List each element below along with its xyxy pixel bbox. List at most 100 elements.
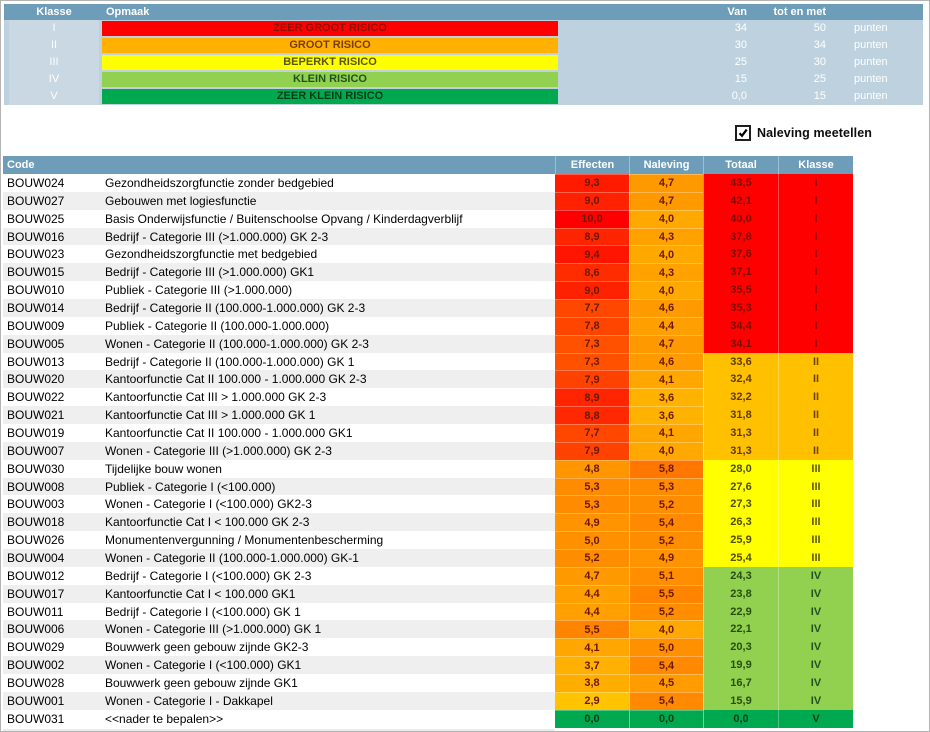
cell-naleving: 5,4 [629,691,703,710]
table-row: BOUW005 Wonen - Categorie II (100.000-1.… [3,334,853,353]
cell-klasse: III [778,495,853,514]
legend-unit-label: punten [854,22,888,34]
cell-effecten: 9,4 [555,245,629,264]
cell-code: BOUW013 [7,354,65,369]
cell-klasse: IV [778,656,853,675]
cell-code: BOUW007 [3,441,101,460]
legend-header-klasse: Klasse [36,6,72,18]
cell-effecten: 5,3 [555,477,629,496]
cell-naleving: 3,6 [629,388,703,407]
cell-code: BOUW031 [7,711,65,726]
cell-naleving: 5,5 [629,584,703,603]
cell-klasse: IV [778,602,853,621]
cell-effecten: 8,9 [555,388,629,407]
column-header-naleving: Naleving [629,156,703,174]
cell-effecten: 7,7 [555,424,629,442]
cell-klasse: IV [778,674,853,692]
cell-totaal: 34,1 [703,334,778,353]
cell-totaal: 35,3 [703,299,778,317]
cell-code: BOUW026 [7,533,65,548]
cell-klasse: I [778,209,853,228]
cell-klasse: III [778,459,853,478]
cell-code: BOUW025 [7,211,65,226]
cell-naleving: 0,0 [629,709,703,728]
table-row: BOUW009 Publiek - Categorie II (100.000-… [3,316,853,335]
cell-code: BOUW012 [7,568,65,583]
table-row: BOUW017 Kantoorfunctie Cat I < 100.000 G… [3,584,853,603]
cell-totaal: 20,3 [703,638,778,657]
cell-description: Monumentenvergunning / Monumentenbescher… [105,533,384,548]
legend-unit-label: punten [854,73,888,85]
next-row-stripe [3,728,555,731]
table-row: BOUW001 Wonen - Categorie I - Dakkapel 2… [3,691,853,710]
cell-code: BOUW022 [7,390,65,405]
column-header-code: Code [7,159,35,171]
table-row: BOUW029 Bouwwerk geen gebouw zijnde GK2-… [3,638,853,657]
table-row: BOUW003 Wonen - Categorie I (<100.000) G… [3,495,853,514]
cell-effecten: 4,4 [555,602,629,621]
naleving-checkbox[interactable] [735,125,751,141]
cell-klasse: IV [778,584,853,603]
table-row: BOUW020 Kantoorfunctie Cat II 100.000 - … [3,370,853,389]
table-row: BOUW013 Bedrijf - Categorie II (100.000-… [3,352,853,371]
cell-description: Wonen - Categorie II (100.000-1.000.000)… [101,334,555,353]
cell-totaal: 42,1 [703,191,778,210]
cell-totaal: 15,9 [703,691,778,710]
cell-klasse: II [778,406,853,425]
cell-klasse: II [778,370,853,389]
cell-naleving: 4,0 [629,620,703,639]
legend-risk-bar: BEPERKT RISICO [102,55,558,70]
cell-code: BOUW030 [7,461,65,476]
legend-header-opmaak: Opmaak [106,6,150,18]
legend-klasse-value: V [9,88,99,105]
table-row: BOUW022 Kantoorfunctie Cat III > 1.000.0… [3,388,853,407]
table-row: BOUW021 Kantoorfunctie Cat III > 1.000.0… [3,406,853,425]
cell-totaal: 43,5 [703,174,778,192]
cell-totaal: 40,0 [703,209,778,228]
cell-totaal: 32,2 [703,388,778,407]
cell-effecten: 5,5 [555,620,629,639]
cell-effecten: 7,7 [555,299,629,317]
cell-klasse: I [778,263,853,282]
checkmark-icon [738,128,748,138]
column-header-effecten: Effecten [555,156,629,174]
cell-effecten: 3,8 [555,674,629,692]
cell-code: BOUW009 [7,318,65,333]
table-row: BOUW025 Basis Onderwijsfunctie / Buitens… [3,209,853,228]
legend-klasse-value: III [9,54,99,71]
cell-naleving: 4,0 [629,281,703,300]
cell-effecten: 5,3 [555,495,629,514]
cell-klasse: II [778,388,853,407]
legend-risk-bar: GROOT RISICO [102,38,558,53]
table-row: BOUW006 Wonen - Categorie III (>1.000.00… [3,620,853,639]
cell-totaal: 22,1 [703,620,778,639]
table-row: BOUW016 Bedrijf - Categorie III (>1.000.… [3,227,853,246]
cell-effecten: 7,3 [555,352,629,371]
cell-description: Bouwwerk geen gebouw zijnde GK1 [105,675,298,690]
cell-description: Bedrijf - Categorie I (<100.000) GK 1 [105,604,301,619]
cell-totaal: 37,8 [703,227,778,246]
legend-row: IV KLEIN RISICO 15 25 punten [4,71,923,88]
cell-naleving: 4,1 [629,424,703,442]
cell-klasse: V [778,709,853,728]
cell-effecten: 4,4 [555,584,629,603]
cell-code: BOUW028 [7,675,65,690]
legend-klasse-value: II [9,37,99,54]
cell-code: BOUW018 [3,513,101,532]
cell-totaal: 22,9 [703,602,778,621]
table-row: BOUW027 Gebouwen met logiesfunctie 9,0 4… [3,191,853,210]
cell-totaal: 25,9 [703,531,778,550]
cell-description: Tijdelijke bouw wonen [105,461,222,476]
legend-tot-value: 30 [813,56,826,68]
table-row: BOUW028 Bouwwerk geen gebouw zijnde GK1 … [3,674,853,692]
cell-naleving: 4,1 [629,370,703,389]
cell-effecten: 9,3 [555,174,629,192]
legend-body: I ZEER GROOT RISICO 34 50 punten II GROO… [4,20,923,105]
legend-van-value: 34 [734,22,747,34]
table-row: BOUW030 Tijdelijke bouw wonen 4,8 5,8 28… [3,459,853,478]
cell-effecten: 0,0 [555,709,629,728]
legend-unit-label: punten [854,56,888,68]
cell-description: <<nader te bepalen>> [105,711,224,726]
cell-effecten: 8,9 [555,227,629,246]
